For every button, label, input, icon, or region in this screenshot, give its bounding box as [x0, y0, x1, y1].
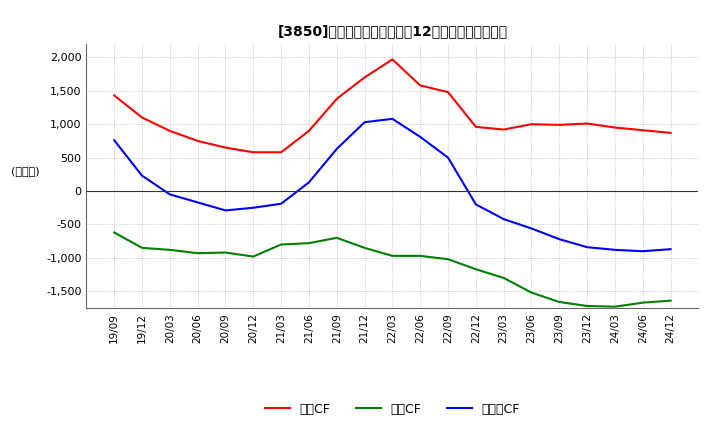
- 営業CF: [444, 89, 452, 95]
- 営業CF: [666, 130, 675, 136]
- 投資CF: [276, 242, 285, 247]
- 営業CF: [639, 128, 647, 133]
- 投資CF: [416, 253, 425, 259]
- フリーCF: [388, 116, 397, 121]
- 投資CF: [666, 298, 675, 303]
- 投資CF: [472, 267, 480, 272]
- フリーCF: [333, 146, 341, 151]
- 投資CF: [110, 230, 119, 235]
- Line: 営業CF: 営業CF: [114, 59, 670, 152]
- 投資CF: [249, 254, 258, 259]
- フリーCF: [221, 208, 230, 213]
- 投資CF: [555, 299, 564, 304]
- フリーCF: [639, 249, 647, 254]
- 投資CF: [305, 241, 313, 246]
- 営業CF: [221, 145, 230, 150]
- 投資CF: [500, 275, 508, 281]
- フリーCF: [611, 247, 619, 253]
- 投資CF: [444, 257, 452, 262]
- Y-axis label: (百万円): (百万円): [11, 166, 40, 176]
- フリーCF: [472, 202, 480, 207]
- 投資CF: [639, 300, 647, 305]
- 投資CF: [388, 253, 397, 259]
- Line: 投資CF: 投資CF: [114, 232, 670, 307]
- Legend: 営業CF, 投資CF, フリーCF: 営業CF, 投資CF, フリーCF: [260, 398, 525, 421]
- フリーCF: [249, 205, 258, 210]
- 営業CF: [110, 93, 119, 98]
- 営業CF: [333, 96, 341, 102]
- フリーCF: [500, 216, 508, 222]
- 営業CF: [582, 121, 591, 126]
- 投資CF: [527, 290, 536, 295]
- フリーCF: [138, 173, 146, 178]
- フリーCF: [444, 155, 452, 160]
- 営業CF: [472, 124, 480, 129]
- 投資CF: [611, 304, 619, 309]
- 投資CF: [221, 250, 230, 255]
- 投資CF: [138, 245, 146, 250]
- フリーCF: [582, 245, 591, 250]
- 営業CF: [360, 75, 369, 80]
- フリーCF: [527, 226, 536, 231]
- フリーCF: [416, 134, 425, 139]
- 投資CF: [333, 235, 341, 241]
- フリーCF: [305, 180, 313, 185]
- 投資CF: [582, 303, 591, 308]
- フリーCF: [360, 120, 369, 125]
- フリーCF: [166, 192, 174, 197]
- 営業CF: [166, 128, 174, 133]
- フリーCF: [276, 201, 285, 206]
- 営業CF: [555, 122, 564, 128]
- 投資CF: [166, 247, 174, 253]
- 営業CF: [305, 128, 313, 133]
- 営業CF: [500, 127, 508, 132]
- 営業CF: [611, 125, 619, 130]
- Title: [3850]　キャッシュフローの12か月移動合計の推移: [3850] キャッシュフローの12か月移動合計の推移: [277, 25, 508, 39]
- フリーCF: [666, 246, 675, 252]
- 営業CF: [388, 57, 397, 62]
- フリーCF: [194, 200, 202, 205]
- 営業CF: [138, 115, 146, 120]
- 投資CF: [194, 250, 202, 256]
- 営業CF: [416, 83, 425, 88]
- 投資CF: [360, 245, 369, 250]
- 営業CF: [527, 121, 536, 127]
- 営業CF: [276, 150, 285, 155]
- 営業CF: [194, 138, 202, 143]
- フリーCF: [555, 237, 564, 242]
- フリーCF: [110, 138, 119, 143]
- 営業CF: [249, 150, 258, 155]
- Line: フリーCF: フリーCF: [114, 119, 670, 251]
